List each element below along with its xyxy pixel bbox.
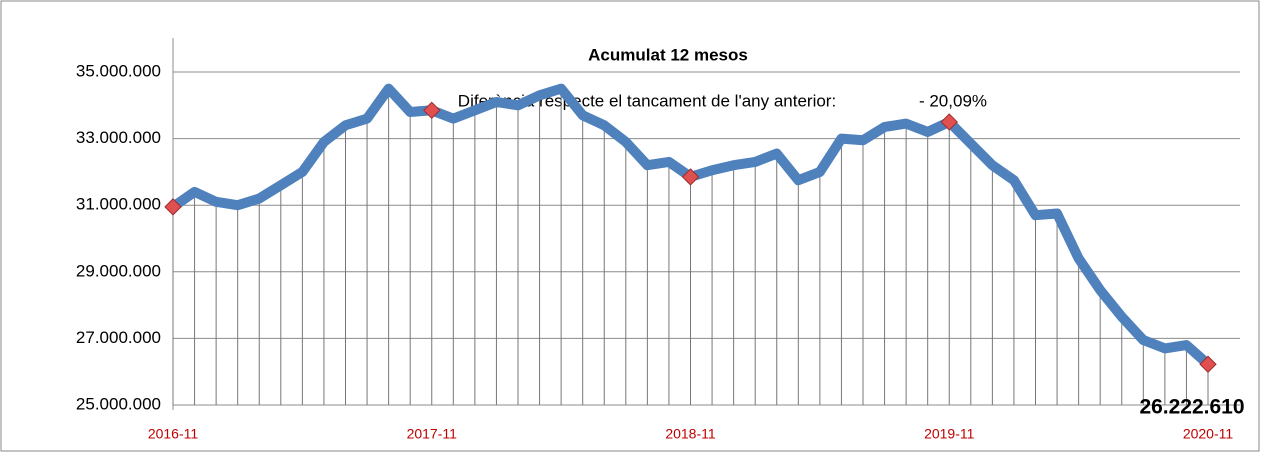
data-label: 26.222.610 (1139, 396, 1244, 419)
annotation: - 20,09% (919, 91, 987, 110)
marker (1199, 355, 1217, 373)
y-tick-label: 33.000.000 (76, 128, 161, 147)
x-tick-label: 2017-11 (407, 426, 458, 442)
x-tick-label: 2020-11 (1183, 426, 1234, 442)
y-tick-label: 25.000.000 (76, 394, 161, 413)
y-tick-label: 31.000.000 (76, 195, 161, 214)
x-tick-label: 2018-11 (665, 426, 716, 442)
chart-title: Acumulat 12 mesos (588, 45, 748, 64)
x-tick-label: 2019-11 (924, 426, 975, 442)
marker (940, 113, 958, 131)
x-tick-label: 2016-11 (148, 426, 199, 442)
y-tick-label: 27.000.000 (76, 328, 161, 347)
marker (423, 101, 441, 120)
marker (681, 168, 700, 186)
y-tick-label: 29.000.000 (76, 261, 161, 280)
y-tick-label: 35.000.000 (76, 61, 161, 80)
marker (164, 198, 182, 216)
